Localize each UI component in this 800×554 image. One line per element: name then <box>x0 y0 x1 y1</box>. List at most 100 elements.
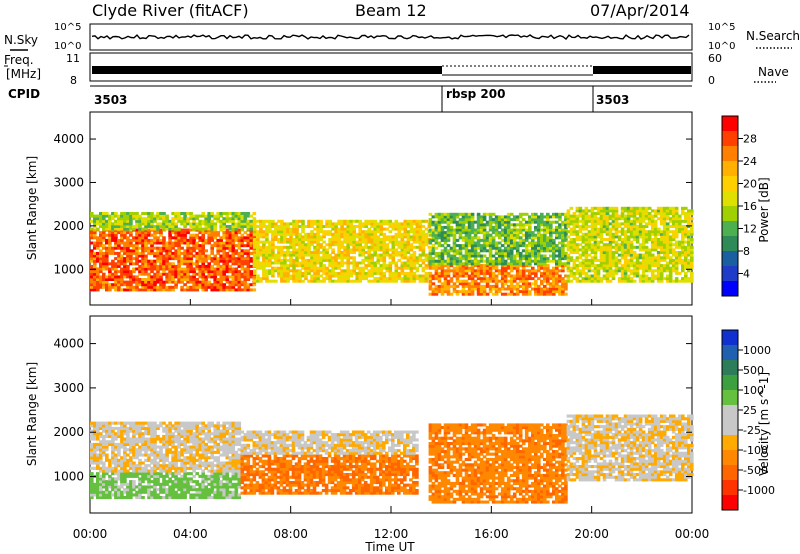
range-time-cell <box>90 482 94 486</box>
range-time-cell <box>641 238 646 241</box>
range-time-cell <box>138 241 142 245</box>
range-time-cell <box>271 222 275 226</box>
range-time-cell <box>674 277 679 281</box>
range-time-cell <box>569 219 574 223</box>
range-time-cell <box>406 232 411 236</box>
range-time-cell <box>271 230 275 234</box>
range-time-cell <box>690 256 694 260</box>
range-time-cell <box>337 219 341 223</box>
range-time-cell <box>446 264 451 268</box>
range-time-cell <box>334 264 338 268</box>
range-time-cell <box>656 258 661 262</box>
range-time-cell <box>476 259 481 263</box>
range-time-cell <box>455 238 460 242</box>
range-time-cell <box>340 277 344 281</box>
range-time-cell <box>500 279 505 283</box>
range-time-cell <box>198 219 202 223</box>
range-time-cell <box>659 240 664 244</box>
range-time-cell <box>295 240 299 244</box>
range-time-cell <box>313 248 317 252</box>
range-time-cell <box>476 264 481 268</box>
range-time-cell <box>313 253 317 257</box>
range-time-cell <box>201 259 205 263</box>
range-time-cell <box>406 274 411 278</box>
range-time-cell <box>403 240 408 244</box>
range-time-cell <box>156 474 160 478</box>
range-time-cell <box>424 253 429 257</box>
range-time-cell <box>406 230 411 234</box>
range-time-cell <box>310 251 314 254</box>
range-time-cell <box>210 251 214 255</box>
range-time-cell <box>470 223 475 227</box>
range-time-cell <box>204 241 208 245</box>
range-time-cell <box>578 256 583 260</box>
range-time-cell <box>549 287 553 291</box>
range-time-cell <box>274 238 278 241</box>
range-time-cell <box>174 233 178 237</box>
range-time-cell <box>147 480 151 484</box>
range-time-cell <box>316 251 320 254</box>
range-time-cell <box>403 245 408 249</box>
range-time-cell <box>99 280 103 284</box>
range-time-cell <box>355 248 359 252</box>
range-time-cell <box>108 241 112 245</box>
range-time-cell <box>370 271 374 275</box>
range-time-cell <box>102 225 106 228</box>
range-time-cell <box>602 214 607 218</box>
range-time-cell <box>446 238 451 242</box>
range-time-cell <box>488 257 493 261</box>
range-time-cell <box>289 253 293 257</box>
range-time-cell <box>346 253 350 257</box>
range-time-cell <box>431 274 436 278</box>
range-time-cell <box>626 217 631 221</box>
range-time-cell <box>271 271 275 275</box>
range-time-cell <box>587 230 592 234</box>
range-time-cell <box>171 474 175 478</box>
range-time-cell <box>129 259 133 263</box>
range-time-cell <box>581 217 586 221</box>
range-time-cell <box>458 231 463 235</box>
range-time-cell <box>195 280 199 284</box>
range-time-cell <box>322 277 326 281</box>
range-time-cell <box>452 238 457 242</box>
range-time-cell <box>210 267 214 271</box>
range-time-cell <box>653 232 658 236</box>
range-time-cell <box>286 230 290 234</box>
range-time-cell <box>431 238 436 242</box>
range-time-cell <box>186 280 190 284</box>
range-time-cell <box>635 235 640 239</box>
range-time-cell <box>623 277 628 281</box>
beam-title: Beam 12 <box>355 1 427 20</box>
range-time-cell <box>599 219 604 223</box>
range-time-cell <box>464 244 469 248</box>
range-time-cell <box>150 259 154 263</box>
range-time-cell <box>497 251 502 255</box>
range-time-cell <box>503 228 508 232</box>
range-time-cell <box>144 477 148 481</box>
range-time-cell <box>225 246 230 250</box>
range-time-cell <box>174 283 178 287</box>
range-time-cell <box>222 222 226 226</box>
range-time-cell <box>531 259 535 263</box>
range-time-cell <box>165 488 169 492</box>
range-time-cell <box>431 282 436 286</box>
range-time-cell <box>684 271 688 275</box>
range-time-cell <box>96 217 100 221</box>
range-time-cell <box>310 240 314 244</box>
range-time-cell <box>647 253 652 257</box>
range-time-cell <box>515 244 520 248</box>
range-time-cell <box>349 238 353 241</box>
range-time-cell <box>644 222 649 226</box>
range-time-cell <box>93 285 97 289</box>
range-time-cell <box>159 228 163 232</box>
range-time-cell <box>111 259 115 263</box>
range-time-cell <box>310 222 314 226</box>
range-time-cell <box>491 218 496 222</box>
range-time-cell <box>593 274 598 278</box>
range-time-cell <box>177 246 181 250</box>
range-time-cell <box>599 235 604 239</box>
range-time-cell <box>461 274 466 278</box>
range-time-cell <box>403 225 408 228</box>
range-time-cell <box>147 482 151 486</box>
range-time-cell <box>449 225 454 229</box>
